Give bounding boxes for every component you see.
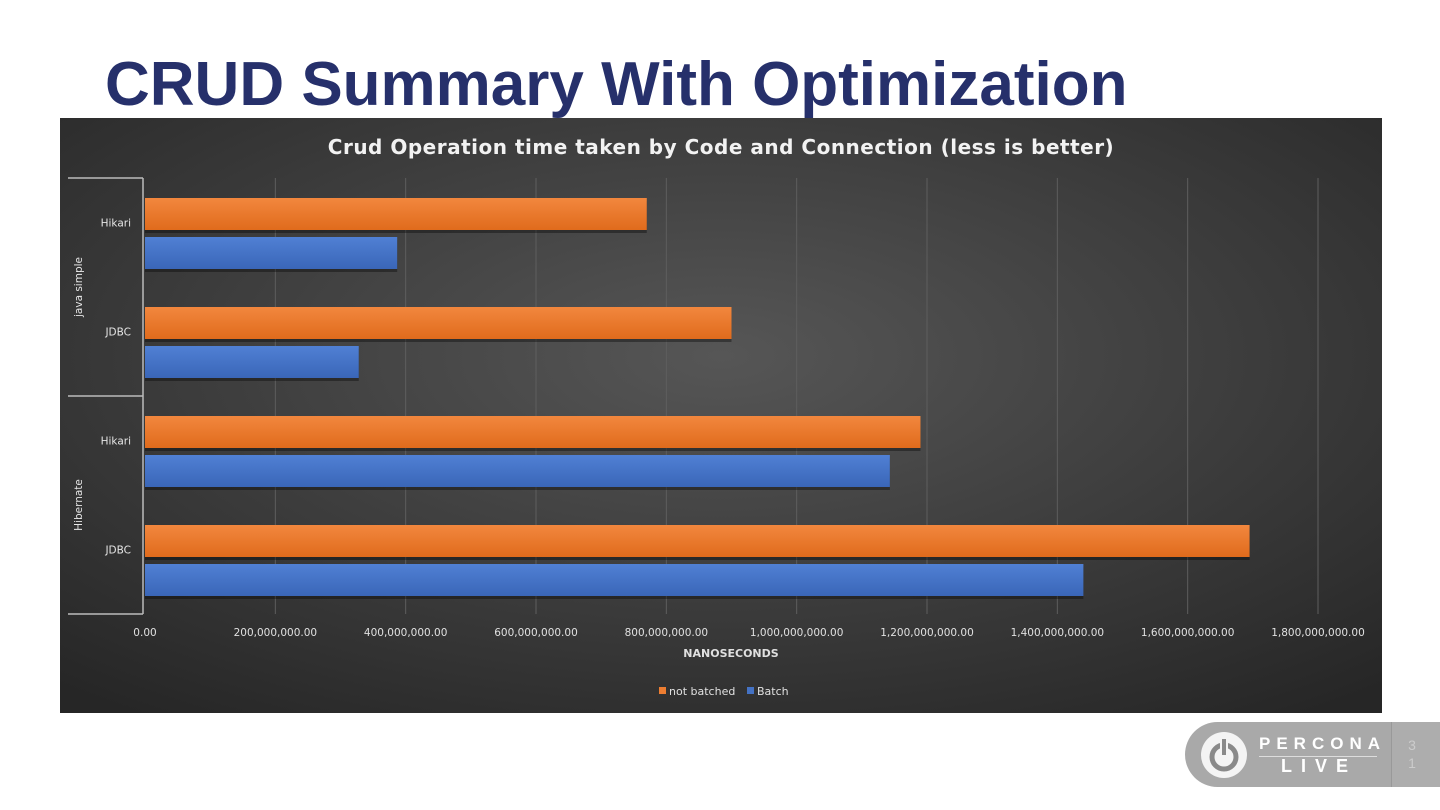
page-number-digit: 3	[1408, 737, 1416, 753]
x-tick-label: 1,200,000,000.00	[880, 627, 974, 639]
x-tick-label: 800,000,000.00	[625, 627, 709, 639]
chart-title: Crud Operation time taken by Code and Co…	[328, 135, 1114, 159]
bar-chart: Crud Operation time taken by Code and Co…	[60, 118, 1382, 713]
bar-not-batched	[145, 416, 921, 448]
page-number: 3 1	[1405, 736, 1419, 772]
x-tick-label: 400,000,000.00	[364, 627, 448, 639]
percona-live-logo: PERCONA LIVE 3 1	[1185, 722, 1440, 787]
category-label: Hikari	[101, 436, 131, 448]
x-tick-label: 0.00	[133, 627, 156, 639]
legend-label-batch: Batch	[757, 685, 789, 698]
page-number-digit: 1	[1408, 755, 1416, 771]
x-axis-title: NANOSECONDS	[683, 647, 778, 660]
bar-batch	[145, 346, 359, 378]
power-icon	[1201, 732, 1247, 778]
bar-not-batched	[145, 307, 732, 339]
x-tick-label: 200,000,000.00	[234, 627, 318, 639]
bar-not-batched	[145, 198, 647, 230]
x-tick-label: 1,000,000,000.00	[750, 627, 844, 639]
legend-swatch-batch	[747, 687, 754, 694]
logo-text-percona: PERCONA	[1259, 734, 1387, 753]
x-tick-label: 1,400,000,000.00	[1011, 627, 1105, 639]
category-label: JDBC	[104, 545, 131, 557]
legend-swatch-not-batched	[659, 687, 666, 694]
bar-batch	[145, 237, 398, 269]
logo-text-live: LIVE	[1281, 756, 1358, 776]
x-tick-label: 600,000,000.00	[494, 627, 578, 639]
slide-title: CRUD Summary With Optimization	[105, 50, 1128, 119]
x-tick-label: 1,800,000,000.00	[1271, 627, 1365, 639]
legend-label-not-batched: not batched	[669, 685, 735, 698]
category-label: Hikari	[101, 218, 131, 230]
category-label: JDBC	[104, 327, 131, 339]
group-label: java simple	[73, 257, 85, 318]
legend: not batched Batch	[659, 685, 789, 698]
bar-batch	[145, 564, 1084, 596]
bar-batch	[145, 455, 890, 487]
x-tick-label: 1,600,000,000.00	[1141, 627, 1235, 639]
bar-not-batched	[145, 525, 1250, 557]
group-label: Hibernate	[73, 479, 85, 531]
